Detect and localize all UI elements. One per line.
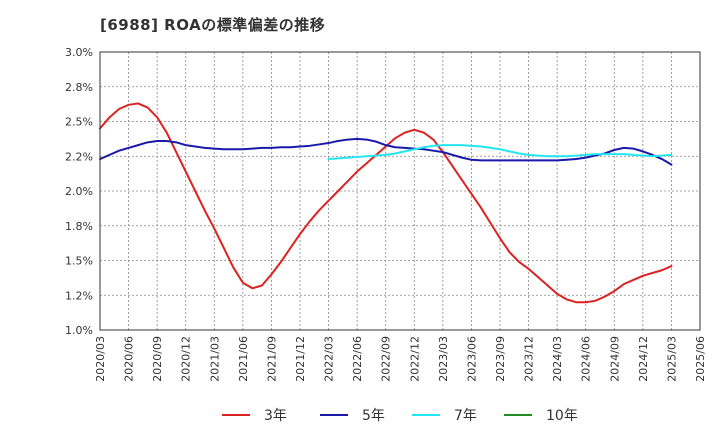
x-tick-label: 2023/03 bbox=[437, 336, 450, 382]
y-tick-label: 2.8% bbox=[65, 81, 93, 94]
x-tick-label: 2024/12 bbox=[637, 336, 650, 382]
y-tick-label: 1.0% bbox=[65, 324, 93, 337]
y-tick-label: 3.0% bbox=[65, 46, 93, 59]
y-tick-label: 1.5% bbox=[65, 255, 93, 268]
legend-label: 10年 bbox=[546, 408, 578, 424]
y-tick-label: 2.5% bbox=[65, 116, 93, 129]
x-tick-label: 2025/06 bbox=[694, 336, 707, 382]
x-tick-label: 2022/03 bbox=[323, 336, 336, 382]
x-tick-label: 2024/09 bbox=[608, 336, 621, 382]
x-tick-label: 2021/12 bbox=[294, 336, 307, 382]
series-line-3年 bbox=[99, 102, 673, 304]
x-tick-label: 2020/12 bbox=[180, 336, 193, 382]
legend-label: 5年 bbox=[362, 408, 385, 424]
y-tick-label: 1.8% bbox=[65, 220, 93, 233]
x-tick-label: 2025/03 bbox=[665, 336, 678, 382]
legend: 3年 5年 7年 10年 bbox=[222, 408, 578, 424]
x-tick-label: 2021/03 bbox=[208, 336, 221, 382]
x-tick-label: 2020/06 bbox=[123, 336, 136, 382]
x-tick-label: 2023/06 bbox=[465, 336, 478, 382]
x-tick-label: 2020/03 bbox=[94, 336, 107, 382]
x-tick-label: 2023/12 bbox=[523, 336, 536, 382]
x-tick-label: 2022/09 bbox=[380, 336, 393, 382]
series-line-5年 bbox=[99, 137, 673, 166]
x-tick-label: 2023/09 bbox=[494, 336, 507, 382]
x-tick-label: 2022/06 bbox=[351, 336, 364, 382]
legend-label: 7年 bbox=[454, 408, 477, 424]
y-tick-label: 2.0% bbox=[65, 185, 93, 198]
series-line-7年 bbox=[327, 144, 673, 161]
series-layer bbox=[99, 102, 673, 304]
x-tick-label: 2021/06 bbox=[237, 336, 250, 382]
x-tick-label: 2021/09 bbox=[265, 336, 278, 382]
y-tick-label: 1.2% bbox=[65, 289, 93, 302]
chart-title: [6988] ROAの標準偏差の推移 bbox=[100, 16, 326, 34]
axis-layer: 3.0%2.8%2.5%2.2%2.0%1.8%1.5%1.2%1.0%2020… bbox=[65, 46, 707, 382]
grid-layer bbox=[99, 51, 701, 331]
x-tick-label: 2020/09 bbox=[151, 336, 164, 382]
x-tick-label: 2024/06 bbox=[580, 336, 593, 382]
x-tick-label: 2024/03 bbox=[551, 336, 564, 382]
legend-label: 3年 bbox=[264, 408, 287, 424]
x-tick-label: 2022/12 bbox=[408, 336, 421, 382]
plot-frame bbox=[99, 51, 701, 331]
y-tick-label: 2.2% bbox=[65, 150, 93, 163]
